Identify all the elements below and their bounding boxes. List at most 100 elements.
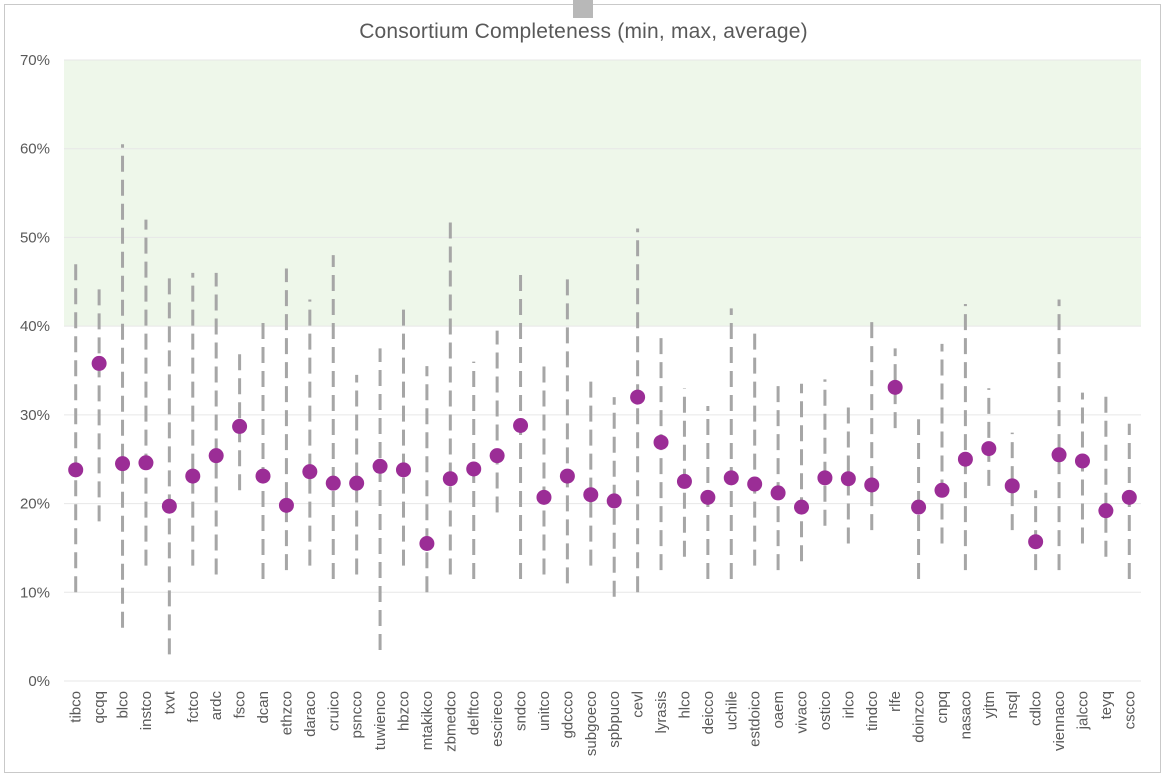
x-tick-label: vivaco	[794, 691, 811, 734]
average-marker	[68, 462, 84, 478]
x-tick-label: viennaco	[1051, 691, 1068, 751]
average-marker	[349, 475, 365, 491]
average-marker	[700, 489, 716, 505]
x-tick-label: mtakikco	[419, 691, 436, 750]
average-marker	[630, 389, 646, 405]
x-tick-label: cdlco	[1028, 691, 1045, 726]
y-tick-label: 70%	[20, 52, 50, 69]
average-marker	[957, 451, 973, 467]
average-marker	[887, 379, 903, 395]
x-tick-label: gdccco	[559, 691, 576, 739]
x-tick-label: deicco	[700, 691, 717, 734]
x-tick-label: uchile	[723, 691, 740, 730]
y-tick-label: 30%	[20, 407, 50, 424]
x-tick-label: estdoico	[747, 691, 764, 747]
average-marker	[372, 458, 388, 474]
y-tick-label: 40%	[20, 318, 50, 335]
x-tick-label: instco	[138, 691, 155, 730]
x-tick-label: subgoeco	[583, 691, 600, 756]
average-marker	[794, 499, 810, 515]
x-tick-label: cevl	[630, 691, 647, 718]
x-tick-label: tuwienco	[372, 691, 389, 750]
average-marker	[302, 464, 318, 480]
x-tick-label: ardc	[208, 691, 225, 721]
x-tick-label: fctco	[185, 691, 202, 723]
average-marker	[606, 493, 622, 509]
x-tick-label: nsql	[1004, 691, 1021, 719]
x-tick-label: tibco	[68, 691, 85, 723]
average-marker	[395, 462, 411, 478]
y-tick-label: 60%	[20, 141, 50, 158]
target-band	[64, 60, 1141, 327]
average-marker	[278, 497, 294, 513]
x-tick-label: cscco	[1121, 691, 1138, 729]
average-marker	[1121, 489, 1137, 505]
x-tick-label: spbpuco	[606, 691, 623, 748]
resize-handle[interactable]	[573, 0, 593, 18]
average-marker	[653, 434, 669, 450]
x-tick-label: ostico	[817, 691, 834, 730]
average-marker	[934, 482, 950, 498]
average-marker	[466, 461, 482, 477]
average-marker	[559, 468, 575, 484]
y-tick-label: 0%	[28, 673, 50, 690]
average-marker	[817, 470, 833, 486]
average-marker	[91, 355, 107, 371]
average-marker	[1004, 478, 1020, 494]
y-tick-label: 20%	[20, 496, 50, 513]
average-marker	[676, 473, 692, 489]
average-marker	[208, 448, 224, 464]
x-tick-label: yjtm	[981, 691, 998, 719]
average-marker	[115, 456, 131, 472]
average-marker	[911, 499, 927, 515]
average-marker	[864, 477, 880, 493]
x-tick-label: oaem	[770, 691, 787, 729]
average-marker	[513, 418, 529, 434]
x-tick-label: daraco	[302, 691, 319, 737]
y-tick-label: 50%	[20, 229, 50, 246]
average-marker	[419, 535, 435, 551]
x-tick-label: txvt	[161, 690, 178, 714]
x-tick-label: delftco	[466, 691, 483, 735]
average-marker	[489, 448, 505, 464]
x-tick-label: hlco	[676, 691, 693, 719]
average-marker	[723, 470, 739, 486]
x-tick-label: fsco	[232, 691, 249, 719]
x-tick-label: jalcco	[1074, 691, 1091, 730]
average-marker	[138, 455, 154, 471]
x-tick-label: zbmedco	[442, 691, 459, 752]
average-marker	[770, 485, 786, 501]
x-tick-label: cnpq	[934, 691, 951, 724]
average-marker	[442, 471, 458, 487]
average-marker	[840, 471, 856, 487]
chart-title: Consortium Completeness (min, max, avera…	[359, 20, 808, 43]
average-marker	[747, 476, 763, 492]
x-tick-label: qcqq	[91, 691, 108, 724]
average-marker	[1028, 534, 1044, 550]
x-tick-label: cruico	[325, 691, 342, 731]
average-marker	[185, 468, 201, 484]
average-marker	[1051, 447, 1067, 463]
x-tick-label: rlfe	[887, 691, 904, 712]
x-tick-label: escireco	[489, 691, 506, 747]
x-tick-label: teyq	[1098, 691, 1115, 719]
x-tick-label: psncco	[349, 691, 366, 739]
average-marker	[325, 475, 341, 491]
x-tick-label: hbzco	[395, 691, 412, 731]
x-tick-label: lyrasis	[653, 691, 670, 734]
x-tick-label: ethzco	[278, 691, 295, 735]
average-marker	[1098, 503, 1114, 519]
average-marker	[1074, 453, 1090, 469]
average-marker	[536, 489, 552, 505]
average-marker	[583, 487, 599, 503]
y-tick-label: 10%	[20, 584, 50, 601]
x-tick-label: doinzco	[911, 691, 928, 743]
average-marker	[161, 498, 177, 514]
x-tick-label: irlco	[840, 691, 857, 719]
average-marker	[981, 441, 997, 457]
x-tick-label: dcan	[255, 691, 272, 724]
average-marker	[255, 468, 271, 484]
x-tick-label: tindco	[864, 691, 881, 731]
x-tick-label: blco	[115, 691, 132, 719]
